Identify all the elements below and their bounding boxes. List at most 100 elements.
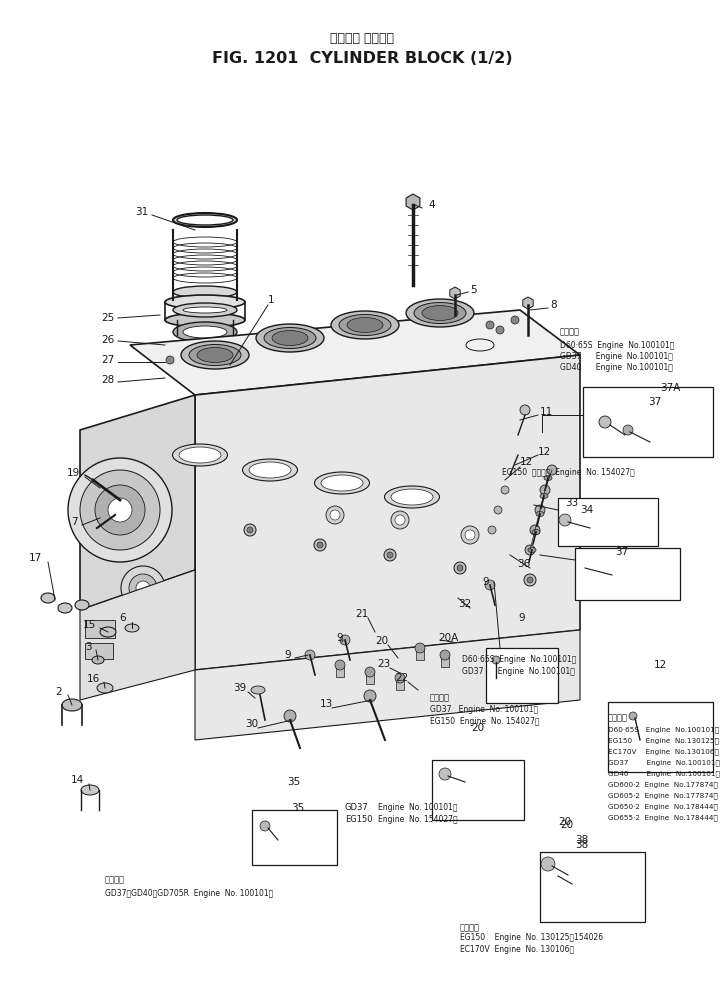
Ellipse shape bbox=[183, 326, 227, 338]
Circle shape bbox=[326, 506, 344, 524]
Text: 11: 11 bbox=[540, 407, 553, 417]
Text: 20: 20 bbox=[558, 817, 571, 827]
Text: 12: 12 bbox=[538, 447, 551, 457]
Circle shape bbox=[247, 527, 253, 533]
Circle shape bbox=[524, 574, 536, 586]
Polygon shape bbox=[130, 310, 580, 395]
Ellipse shape bbox=[183, 371, 227, 379]
Text: 20A: 20A bbox=[438, 633, 458, 643]
Bar bbox=[558, 498, 658, 546]
Text: GD650·2  Engine  No.178444～: GD650·2 Engine No.178444～ bbox=[608, 803, 718, 810]
Ellipse shape bbox=[406, 299, 474, 327]
Bar bbox=[432, 760, 524, 820]
Circle shape bbox=[129, 574, 157, 602]
Ellipse shape bbox=[173, 213, 237, 227]
Bar bbox=[396, 678, 404, 690]
Ellipse shape bbox=[165, 295, 245, 309]
Bar bbox=[85, 643, 113, 659]
Bar bbox=[486, 648, 558, 703]
Ellipse shape bbox=[165, 313, 245, 327]
Ellipse shape bbox=[173, 367, 237, 383]
Ellipse shape bbox=[197, 347, 233, 362]
Bar bbox=[252, 810, 337, 865]
Circle shape bbox=[80, 470, 160, 550]
Ellipse shape bbox=[58, 603, 72, 613]
Ellipse shape bbox=[173, 444, 228, 466]
Circle shape bbox=[387, 552, 393, 558]
Circle shape bbox=[494, 506, 502, 514]
Circle shape bbox=[535, 505, 545, 515]
Text: 22: 22 bbox=[395, 673, 409, 683]
Polygon shape bbox=[523, 297, 533, 309]
Bar bbox=[85, 620, 115, 638]
Circle shape bbox=[486, 321, 494, 329]
Text: 適用号機: 適用号機 bbox=[460, 923, 480, 932]
Text: FIG. 1201  CYLINDER BLOCK (1/2): FIG. 1201 CYLINDER BLOCK (1/2) bbox=[212, 51, 513, 66]
Text: 14: 14 bbox=[71, 775, 84, 785]
Circle shape bbox=[284, 710, 296, 722]
Ellipse shape bbox=[536, 512, 544, 517]
Text: 39: 39 bbox=[233, 683, 247, 693]
Ellipse shape bbox=[242, 459, 297, 481]
Text: 25: 25 bbox=[102, 313, 115, 323]
Text: 20: 20 bbox=[471, 723, 484, 733]
Circle shape bbox=[415, 643, 425, 653]
Ellipse shape bbox=[173, 322, 237, 342]
Ellipse shape bbox=[179, 447, 221, 463]
Text: GD605·2  Engine  No.177874～: GD605·2 Engine No.177874～ bbox=[608, 792, 718, 799]
Text: 20: 20 bbox=[376, 636, 389, 646]
Text: 適用号機: 適用号機 bbox=[430, 694, 450, 703]
Text: Engine  No. 154027～: Engine No. 154027～ bbox=[378, 815, 457, 824]
Ellipse shape bbox=[251, 686, 265, 694]
Ellipse shape bbox=[256, 324, 324, 352]
Bar bbox=[336, 665, 344, 677]
Text: EG150  適用号機  Engine  No. 154027～: EG150 適用号機 Engine No. 154027～ bbox=[502, 467, 635, 476]
Text: 36: 36 bbox=[518, 559, 531, 569]
Ellipse shape bbox=[528, 548, 536, 553]
Ellipse shape bbox=[331, 311, 399, 339]
Text: 35: 35 bbox=[291, 803, 304, 813]
Circle shape bbox=[439, 768, 451, 780]
Text: EG150: EG150 bbox=[345, 815, 373, 824]
Circle shape bbox=[395, 673, 405, 683]
Ellipse shape bbox=[173, 303, 237, 317]
Bar bbox=[540, 852, 645, 922]
Text: D60·65S   Engine  No.100101～: D60·65S Engine No.100101～ bbox=[608, 727, 719, 734]
Ellipse shape bbox=[97, 683, 113, 693]
Ellipse shape bbox=[100, 627, 116, 637]
Circle shape bbox=[108, 498, 132, 522]
Circle shape bbox=[335, 660, 345, 670]
Circle shape bbox=[260, 821, 270, 831]
Polygon shape bbox=[80, 395, 195, 610]
Text: GD40        Engine  No.100101～: GD40 Engine No.100101～ bbox=[608, 770, 720, 777]
Text: 28: 28 bbox=[102, 375, 115, 385]
Text: D60·65S  Engine  No.100101～: D60·65S Engine No.100101～ bbox=[560, 340, 674, 349]
Ellipse shape bbox=[41, 593, 55, 603]
Polygon shape bbox=[80, 570, 195, 700]
Circle shape bbox=[457, 565, 463, 571]
Circle shape bbox=[496, 326, 504, 334]
Polygon shape bbox=[195, 630, 580, 740]
Text: 37: 37 bbox=[648, 397, 661, 407]
Circle shape bbox=[541, 857, 555, 871]
Circle shape bbox=[559, 514, 571, 526]
Circle shape bbox=[121, 566, 165, 610]
Circle shape bbox=[166, 356, 174, 364]
Text: GD37: GD37 bbox=[345, 803, 369, 812]
Ellipse shape bbox=[92, 656, 104, 664]
Text: 32: 32 bbox=[458, 599, 472, 609]
Text: 38: 38 bbox=[576, 835, 589, 845]
Text: 21: 21 bbox=[355, 609, 368, 619]
Ellipse shape bbox=[75, 600, 89, 610]
Bar bbox=[608, 702, 713, 772]
Text: GD40      Engine  No.100101～: GD40 Engine No.100101～ bbox=[560, 362, 673, 371]
Text: 4: 4 bbox=[428, 200, 434, 210]
Text: 3: 3 bbox=[86, 642, 92, 652]
Text: GD37   Engine  No. 100101～: GD37 Engine No. 100101～ bbox=[430, 706, 538, 715]
Text: 9: 9 bbox=[483, 577, 489, 587]
Circle shape bbox=[136, 581, 150, 595]
Ellipse shape bbox=[422, 305, 458, 320]
Bar bbox=[575, 548, 680, 600]
Text: GD655·2  Engine  No.178444～: GD655·2 Engine No.178444～ bbox=[608, 814, 718, 821]
Text: 16: 16 bbox=[87, 674, 100, 684]
